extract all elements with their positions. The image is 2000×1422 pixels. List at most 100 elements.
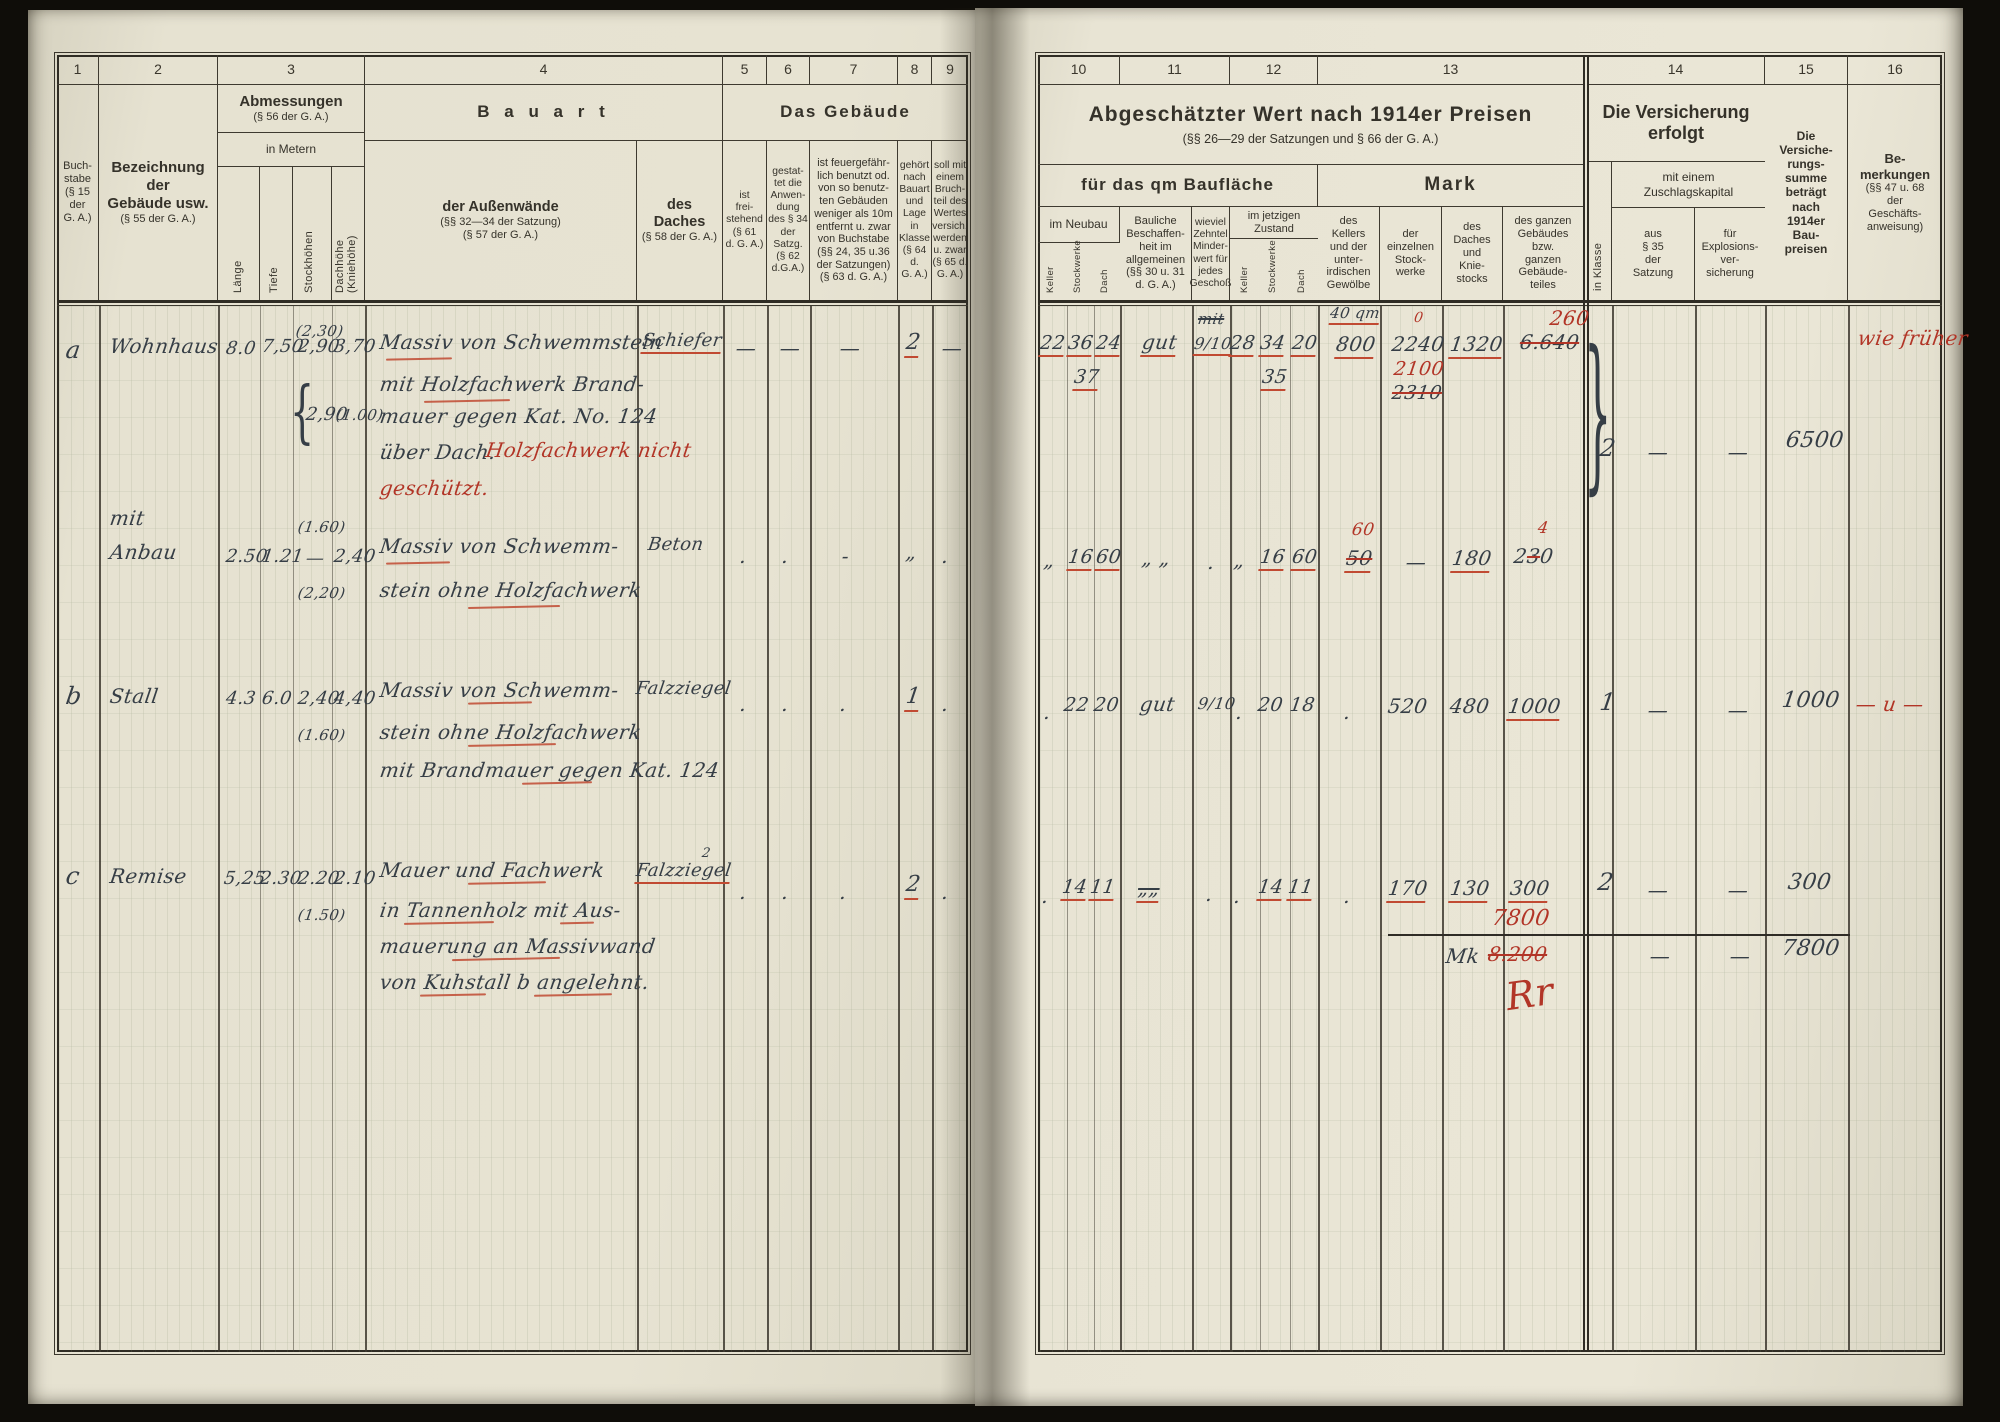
label-laenge: Länge: [232, 170, 244, 298]
left-body-line: [332, 306, 333, 1352]
left-body-line: [218, 306, 220, 1352]
label-stockhoehen: Stockhöhen: [303, 170, 315, 298]
row-anbau-beschaffenheit-ditto: „ „: [1140, 546, 1172, 570]
header-anwendung-p34: gestat- tet die Anwen- dung des § 34 der…: [767, 141, 810, 300]
column-number-1: 1: [57, 55, 99, 85]
label-tiefe: Tiefe: [268, 170, 280, 298]
right-body-line: [1094, 306, 1095, 1352]
right-body-line: [1848, 306, 1850, 1352]
row-b-mark-ganz: 1000: [1506, 694, 1562, 721]
row-anbau-dachhoehe: 2,40: [333, 546, 378, 567]
row-b-aus35: —: [1646, 698, 1670, 722]
totals-mk-label: Mk: [1444, 944, 1481, 968]
scanned-register-spread: 1 2 3 4 5 6 7 8 9 Buch- stabe (§ 15 der …: [0, 0, 2000, 1422]
row-b-mark-stockwerke: 520: [1386, 694, 1429, 718]
row-a-bemerkung-red: wie früher: [1856, 326, 1969, 350]
row-anbau-neubau-stockwerke: 16: [1066, 546, 1094, 571]
row-a-mark-stock-red: 2100: [1392, 358, 1445, 380]
right-body-line: [1612, 306, 1614, 1352]
row-b-laenge: 4.3: [225, 688, 258, 709]
row-a-neubau-stockwerke-2: 37: [1072, 366, 1100, 391]
row-a-mark-stockwerke: 2240: [1390, 332, 1446, 356]
header-abmessungen-sub: (§ 56 der G. A.): [253, 111, 328, 124]
row-anbau-tiefe: 1.21: [261, 546, 306, 567]
left-body-line: [637, 306, 639, 1352]
row-a-wall-line4-red: Holzfachwerk nicht: [484, 438, 693, 462]
row-anbau-pre: mit: [108, 506, 146, 530]
row-a-beschaffenheit: gut: [1140, 330, 1179, 357]
left-body-line: [810, 306, 812, 1352]
row-b-neubau-stockwerke: 22: [1062, 694, 1090, 716]
row-a-mark-keller: 800: [1334, 332, 1377, 359]
header-bauliche-beschaffenheit: Bauliche Beschaffen- heit im allgemeinen…: [1120, 207, 1192, 300]
row-c-wall-line1: Mauer und Fachwerk: [378, 858, 606, 882]
header-daches: des Daches (§ 58 der G. A.): [637, 141, 723, 300]
right-body-line: [1290, 306, 1291, 1352]
label-neubau-dach: Dach: [1100, 245, 1110, 298]
header-aussenwaende-sub: (§§ 32—34 der Satzung) (§ 57 der G. A.): [440, 216, 560, 242]
header-bemerkungen: Be- merkungen (§§ 47 u. 68 der Geschäfts…: [1848, 85, 1942, 300]
left-header-separator-thin: [57, 305, 968, 306]
right-body-line: [1695, 306, 1697, 1352]
row-c-name: Remise: [108, 864, 188, 888]
column-number-13: 13: [1318, 55, 1583, 85]
column-number-11: 11: [1120, 55, 1230, 85]
header-zehntel-minderwert: wieviel Zehntel Minder- wert für jedes G…: [1192, 207, 1230, 300]
header-im-neubau: im Neubau: [1038, 207, 1120, 243]
row-b-neubau-dach: 20: [1092, 694, 1120, 716]
header-bemerkungen-title: Be- merkungen: [1860, 151, 1930, 182]
header-mark: Mark: [1318, 165, 1583, 207]
row-anbau-zustand-stockwerke: 16: [1258, 546, 1286, 571]
totals-new-red: 7800: [1490, 906, 1551, 931]
header-zuschlagskapital: mit einem Zuschlagskapital: [1612, 162, 1765, 208]
row-b-explosion: —: [1726, 698, 1750, 722]
right-body-line: [1318, 306, 1320, 1352]
row-a-mark-stock-struck: 2310: [1390, 382, 1443, 404]
row-ab-brace: }: [1584, 315, 1611, 510]
totals-paraph: Rr: [1503, 969, 1556, 1019]
row-a-mark-ganz-struck: 6.640: [1518, 330, 1581, 354]
header-in-metern: in Metern: [218, 133, 365, 167]
right-body-line: [1192, 306, 1194, 1352]
header-aus-p35: aus § 35 der Satzung: [1612, 208, 1695, 300]
row-a-roof: Schiefer: [640, 330, 723, 354]
left-body-line: [932, 306, 934, 1352]
right-body-line: [1765, 306, 1767, 1352]
header-wert-sub: (§§ 26—29 der Satzungen und § 66 der G. …: [1183, 132, 1439, 147]
header-abgeschaetzter-wert: Abgeschätzter Wert nach 1914er Preisen (…: [1038, 85, 1583, 165]
row-a-qm-note: 40 qm: [1329, 304, 1382, 325]
label-zustand-keller: Keller: [1240, 241, 1250, 298]
column-number-2: 2: [99, 55, 218, 85]
left-header-separator: [57, 300, 968, 303]
header-bemerkungen-sub: (§§ 47 u. 68 der Geschäfts- anweisung): [1866, 182, 1925, 234]
header-abmessungen: Abmessungen (§ 56 der G. A.): [218, 85, 365, 133]
totals-aus35: —: [1648, 944, 1672, 968]
right-body-line: [1230, 306, 1232, 1352]
row-b-zustand-stockwerke: 20: [1256, 694, 1284, 716]
row-c-mark-stockwerke: 170: [1386, 876, 1429, 903]
column-number-14: 14: [1587, 55, 1765, 85]
klasse-double-line-a: [1583, 55, 1585, 1352]
right-body-line: [1120, 306, 1122, 1352]
row-b-beschaffenheit: gut: [1138, 692, 1176, 716]
label-in-klasse: in Klasse: [1592, 168, 1604, 296]
row-anbau-stockhoehe: —: [305, 548, 326, 569]
row-anbau-wall-line2: stein ohne Holzfachwerk: [378, 578, 643, 602]
column-number-10: 10: [1038, 55, 1120, 85]
header-aussenwaende: der Außenwände (§§ 32—34 der Satzung) (§…: [365, 141, 637, 300]
left-body-line: [767, 306, 769, 1352]
column-number-15: 15: [1765, 55, 1848, 85]
column-number-7: 7: [810, 55, 898, 85]
header-qm-bauflaeche: für das qm Baufläche: [1038, 165, 1318, 207]
column-number-8: 8: [898, 55, 932, 85]
row-ab-aus35: —: [1646, 440, 1670, 464]
label-zustand-dach: Dach: [1297, 241, 1307, 298]
header-mark-keller: des Kellers und der unter- irdischen Gew…: [1318, 207, 1380, 300]
column-number-12: 12: [1230, 55, 1318, 85]
row-anbau-zustand-dach: 60: [1290, 546, 1318, 571]
header-explosionsversicherung: für Explosions- ver- sicherung: [1695, 208, 1765, 300]
row-b-zustand-dach: 18: [1288, 694, 1316, 716]
left-body-line: [365, 306, 367, 1352]
row-c-note-below: (1.50): [297, 906, 347, 924]
row-c-wall-line3: mauerung an Massivwand: [378, 934, 657, 958]
